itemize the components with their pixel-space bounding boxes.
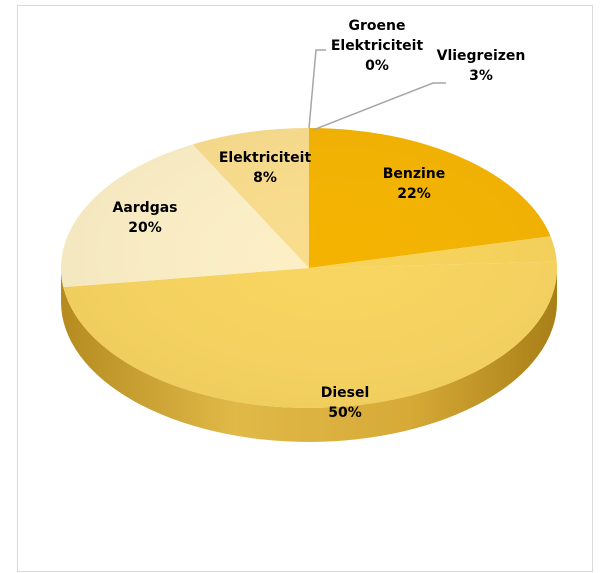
data-label-groene-elektriciteit: Groene Elektriciteit 0% (331, 18, 424, 74)
leader-line-groene-elektriciteit (308, 49, 326, 129)
data-label-diesel: Diesel 50% (321, 385, 370, 421)
pie-side-wall (61, 268, 557, 442)
data-labels: Benzine 22% Vliegreizen 3% Diesel 50% Aardgas 2… (112, 18, 525, 421)
leader-lines (308, 49, 446, 131)
leader-line-vliegreizen (312, 82, 446, 131)
pie-side (61, 268, 557, 442)
data-label-vliegreizen: Vliegreizen 3% (437, 48, 526, 84)
data-label-benzine: Benzine 22% (383, 166, 446, 202)
data-label-elektriciteit: Elektriciteit 8% (219, 150, 312, 186)
data-label-aardgas: Aardgas 20% (112, 200, 177, 236)
pie-top-shading (61, 128, 557, 408)
pie-slices (61, 128, 557, 408)
